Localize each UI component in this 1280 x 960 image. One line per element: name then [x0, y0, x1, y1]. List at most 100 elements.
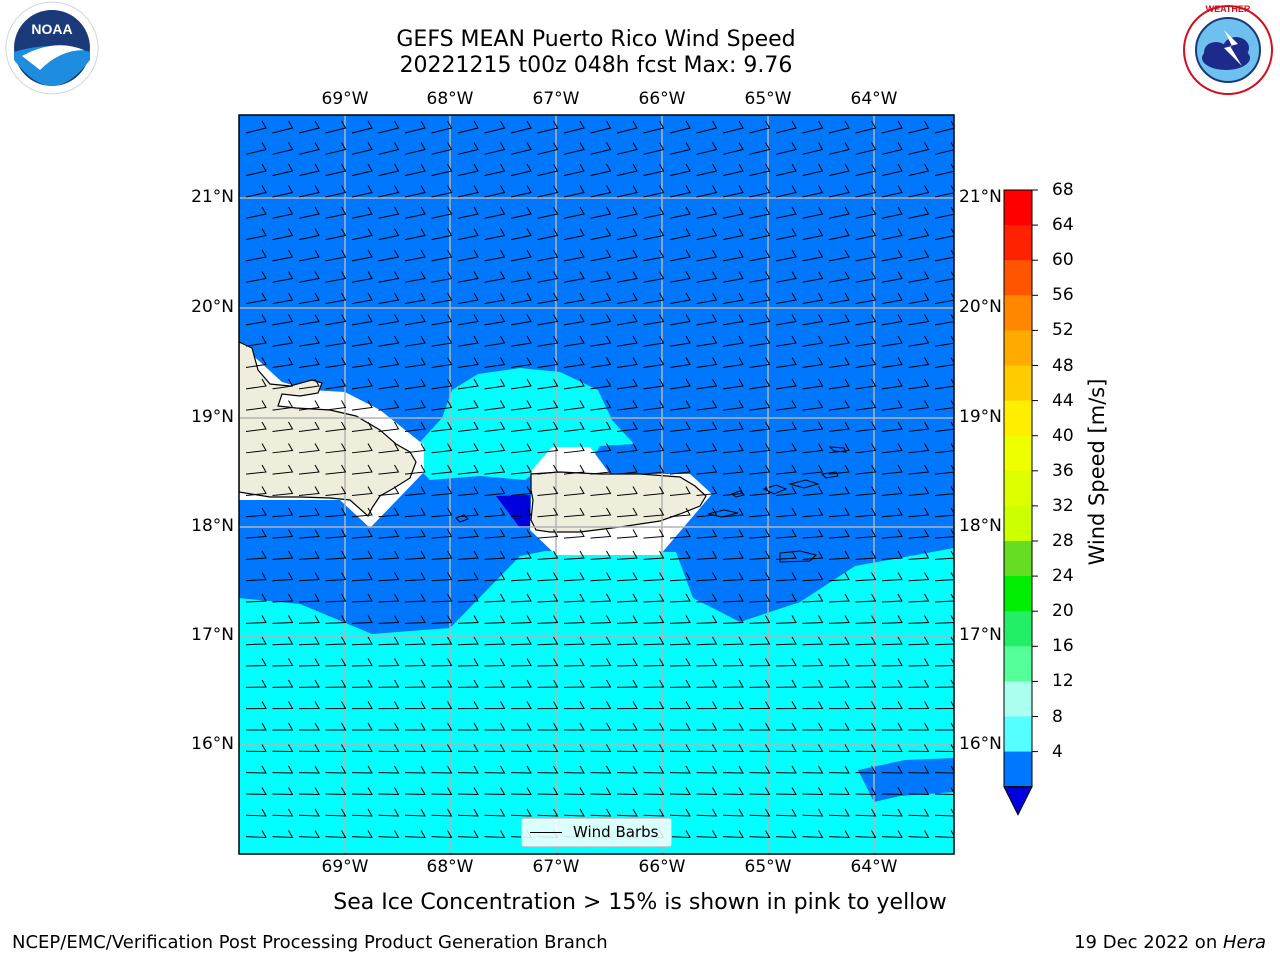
wind-barb — [431, 679, 453, 688]
wind-barb — [802, 314, 824, 326]
wind-barb — [828, 765, 850, 774]
st-thomas-island — [762, 484, 788, 495]
wind-barb — [431, 421, 453, 432]
wind-barb — [828, 744, 850, 753]
wind-barb — [908, 572, 930, 582]
wind-barb — [643, 636, 665, 646]
wind-barb — [828, 722, 850, 731]
wind-barb — [590, 593, 612, 603]
wind-barb — [908, 120, 930, 134]
wind-barb — [457, 830, 479, 839]
wind-barb — [378, 636, 400, 646]
wind-barb — [828, 142, 850, 155]
wind-barb — [537, 378, 559, 390]
wind-barb — [563, 744, 585, 753]
wind-barb — [934, 830, 954, 838]
wind-barb — [325, 120, 347, 134]
wind-barb — [828, 572, 850, 582]
wind-barb — [934, 658, 954, 667]
wind-barb — [404, 808, 426, 817]
vieques-island — [707, 509, 739, 518]
wind-barb — [431, 249, 453, 262]
wind-barb — [298, 701, 320, 710]
wind-barb — [378, 421, 400, 432]
wind-barb — [696, 765, 718, 774]
wind-barb — [537, 443, 559, 454]
lat-label-right: 17°N — [959, 625, 1002, 645]
graticule — [239, 115, 954, 854]
wind-barb — [510, 292, 532, 305]
wind-barb — [245, 185, 267, 198]
wind-barb — [351, 335, 373, 347]
wind-barb — [749, 443, 771, 454]
wind-barb — [802, 636, 824, 646]
wind-barb — [616, 292, 638, 305]
wind-barb — [298, 271, 320, 283]
wind-barb — [431, 292, 453, 305]
wind-barb — [934, 163, 954, 177]
wind-barb — [881, 679, 903, 688]
wind-barb — [749, 529, 771, 539]
wind-barb — [537, 722, 559, 731]
wind-barb — [563, 206, 585, 219]
wind-barb — [431, 142, 453, 155]
wind-barb — [616, 228, 638, 241]
wind-barb — [934, 228, 954, 241]
wind-barb — [802, 744, 824, 753]
wind-barb — [828, 486, 850, 496]
wind-barb — [563, 507, 585, 518]
wind-barb — [272, 228, 294, 241]
wind-barb — [245, 486, 267, 496]
wind-barb — [298, 357, 320, 369]
lon-label-top: 68°W — [426, 89, 474, 109]
wind-barb — [908, 486, 930, 496]
wind-barb — [378, 314, 400, 326]
wind-barb — [696, 550, 718, 560]
lat-label-left: 18°N — [191, 516, 234, 536]
wind-barb — [484, 464, 506, 475]
wind-barb — [431, 722, 453, 731]
wind-barb — [298, 314, 320, 326]
wind-barb — [775, 378, 797, 390]
wind-barb — [908, 722, 930, 731]
wind-barb — [378, 529, 400, 539]
wind-barb — [696, 636, 718, 646]
wind-barb — [484, 400, 506, 411]
wind-barb — [934, 421, 954, 432]
wind-barb — [696, 808, 718, 817]
wind-barb — [775, 529, 797, 539]
wind-barb — [669, 400, 691, 411]
wind-barb — [749, 572, 771, 582]
wind-barb — [643, 142, 665, 155]
wind-barb — [643, 443, 665, 454]
wind-barbs — [245, 120, 954, 839]
wind-barb — [616, 808, 638, 817]
wind-barb — [457, 443, 479, 454]
wind-barb — [325, 593, 347, 603]
wind-barb — [696, 378, 718, 390]
wind-barb — [908, 701, 930, 710]
wind-barb — [351, 701, 373, 710]
wind-barb — [298, 120, 320, 134]
wind-barb — [643, 658, 665, 667]
wind-barb — [272, 292, 294, 305]
wind-barb — [537, 464, 559, 475]
wind-barb — [510, 572, 532, 582]
wind-barb — [590, 378, 612, 390]
wind-barb — [537, 636, 559, 646]
wind-barb — [669, 529, 691, 539]
wind-barb — [855, 486, 877, 496]
wind-barb — [643, 185, 665, 198]
wind-barb — [855, 679, 877, 688]
wind-barb — [298, 529, 320, 539]
wind-barb — [484, 636, 506, 646]
wind-barb — [934, 335, 954, 347]
wind-barb — [934, 120, 954, 134]
wind-barb — [616, 249, 638, 262]
wind-barb — [855, 722, 877, 731]
lat-label-right: 19°N — [959, 407, 1002, 427]
wind-barb — [643, 314, 665, 326]
wind-barb — [325, 249, 347, 262]
wind-barb — [722, 636, 744, 646]
wind-barb — [616, 550, 638, 560]
